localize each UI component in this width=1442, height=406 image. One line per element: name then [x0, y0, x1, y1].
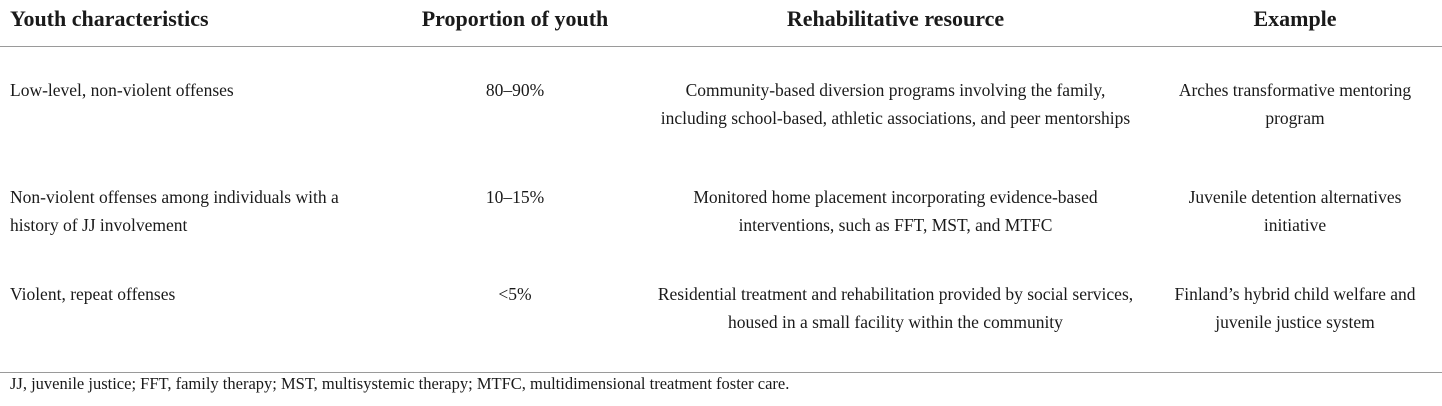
cell-youth-characteristics: Violent, repeat offenses: [0, 269, 387, 373]
cell-example: Juvenile detention alternatives initiati…: [1188, 187, 1402, 235]
cell-proportion: 80–90%: [485, 80, 545, 100]
table-container: Youth characteristics Proportion of yout…: [0, 0, 1442, 373]
cell-resource: Monitored home placement incorporating e…: [693, 187, 1098, 235]
cell-example: Finland’s hybrid child welfare and juven…: [1148, 269, 1442, 373]
cell-youth-characteristics: Non-violent offenses among individuals w…: [10, 187, 339, 235]
header-youth-characteristics: Youth characteristics: [0, 0, 387, 47]
table-footnote: JJ, juvenile justice; FFT, family therap…: [10, 374, 790, 393]
cell-example: Arches transformative mentoring program: [1178, 80, 1412, 128]
table-header-row: Youth characteristics Proportion of yout…: [0, 0, 1442, 47]
cell-resource: Residential treatment and rehabilitation…: [643, 269, 1148, 373]
header-example: Example: [1148, 0, 1442, 47]
table-row: Violent, repeat offenses <5% Residential…: [0, 269, 1442, 373]
table-row: Low-level, non-violent offenses 80–90% C…: [0, 47, 1442, 173]
cell-proportion: <5%: [387, 269, 643, 373]
cell-youth-characteristics: Low-level, non-violent offenses: [10, 80, 234, 100]
cell-resource: Community-based diversion programs invol…: [660, 80, 1131, 128]
data-table: Youth characteristics Proportion of yout…: [0, 0, 1442, 373]
cell-proportion: 10–15%: [485, 187, 545, 207]
table-row: Non-violent offenses among individuals w…: [0, 172, 1442, 269]
header-rehabilitative-resource: Rehabilitative resource: [643, 0, 1148, 47]
header-proportion-of-youth: Proportion of youth: [387, 0, 643, 47]
